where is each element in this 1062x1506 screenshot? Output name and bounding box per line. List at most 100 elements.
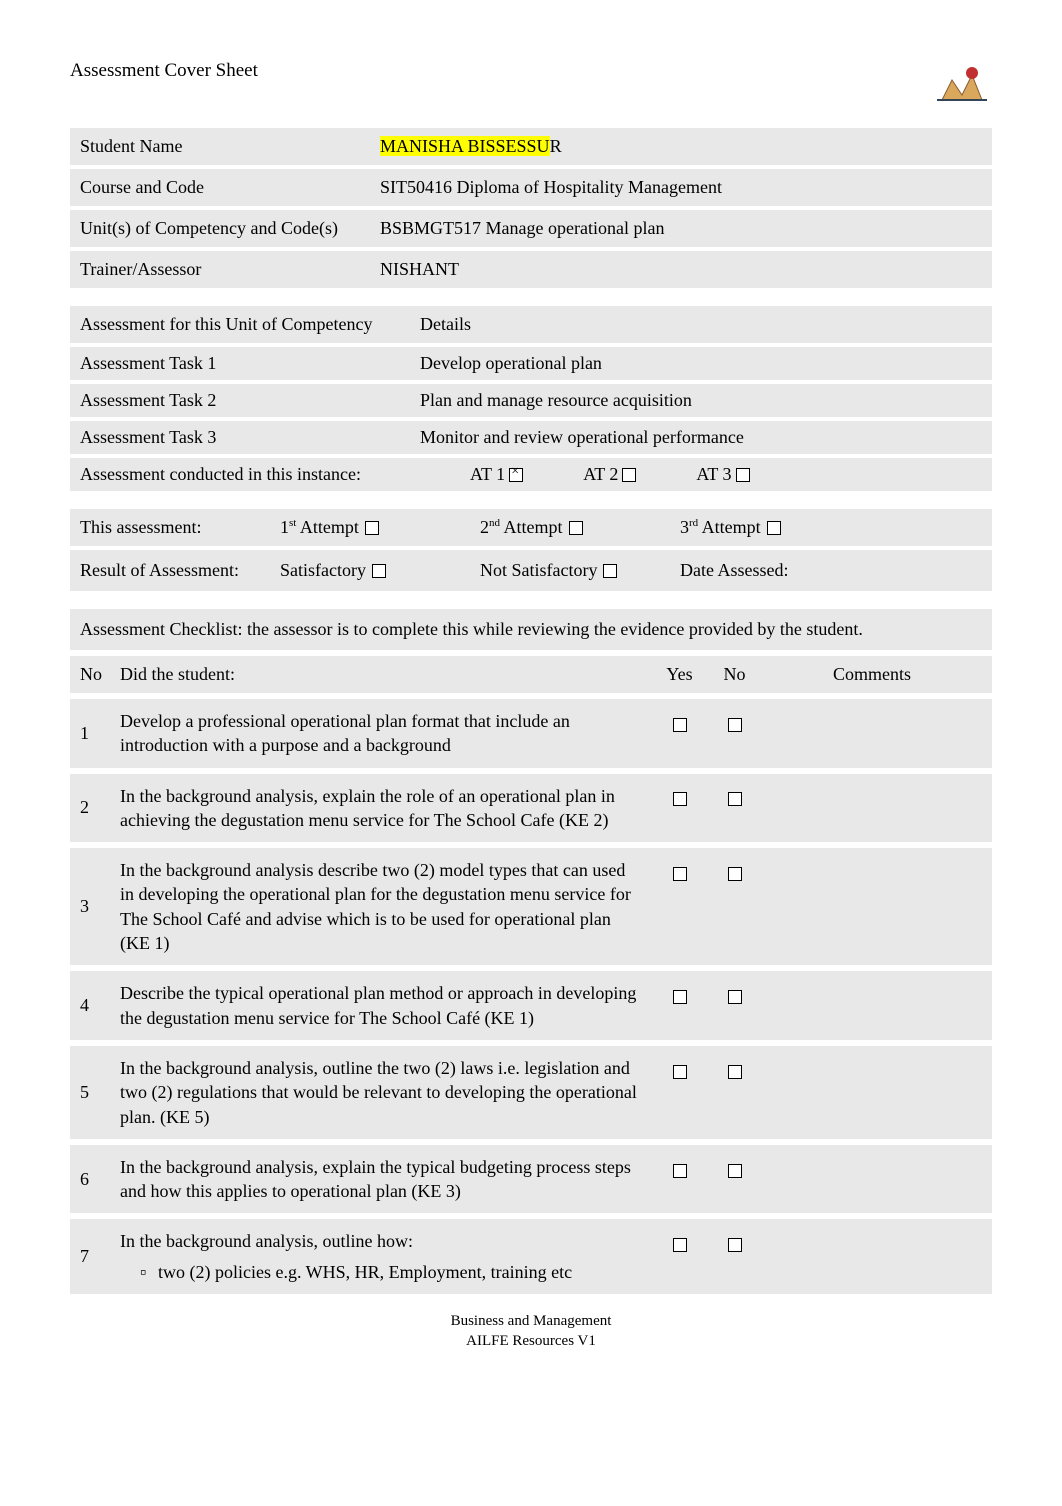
checklist-yes-checkbox[interactable]	[673, 990, 687, 1004]
checklist-row: 1 Develop a professional operational pla…	[70, 699, 992, 768]
trainer-row: Trainer/Assessor NISHANT	[70, 251, 992, 288]
instance-option-3-label: AT 3	[696, 464, 731, 485]
date-assessed-label: Date Assessed:	[680, 560, 982, 581]
bullet-icon: ▫	[140, 1260, 158, 1284]
checklist-header-comments: Comments	[762, 664, 982, 685]
instance-option-3-checkbox[interactable]	[736, 468, 750, 482]
task-label: Assessment Task 3	[80, 427, 420, 448]
student-name-row: Student Name MANISHA BISSESSUR	[70, 128, 992, 165]
instance-option-2-label: AT 2	[583, 464, 618, 485]
checklist-header-yes: Yes	[652, 664, 707, 685]
checklist-no-checkbox[interactable]	[728, 792, 742, 806]
checklist-no-checkbox[interactable]	[728, 1238, 742, 1252]
checklist-row: 4 Describe the typical operational plan …	[70, 971, 992, 1040]
task-details: Develop operational plan	[420, 353, 982, 374]
trainer-value: NISHANT	[380, 259, 982, 280]
checklist-item-question: In the background analysis, explain the …	[120, 1155, 652, 1204]
unit-value: BSBMGT517 Manage operational plan	[380, 218, 982, 239]
page-footer: Business and Management AILFE Resources …	[70, 1312, 992, 1351]
checklist-no-checkbox[interactable]	[728, 990, 742, 1004]
page-title: Assessment Cover Sheet	[70, 60, 258, 82]
checklist-item-number: 5	[80, 1056, 120, 1129]
checklist-yes-checkbox[interactable]	[673, 1065, 687, 1079]
attempt-1-text: 1st Attempt	[280, 517, 359, 538]
checklist-item-question: In the background analysis, outline how:…	[120, 1229, 652, 1284]
footer-line-1: Business and Management	[70, 1312, 992, 1332]
attempt-option-2: 2nd Attempt	[480, 517, 680, 538]
satisfactory-label: Satisfactory	[280, 560, 366, 581]
attempt-option-1: 1st Attempt	[280, 517, 480, 538]
checklist-yes-checkbox[interactable]	[673, 867, 687, 881]
unit-label: Unit(s) of Competency and Code(s)	[80, 218, 380, 239]
checklist-item-number: 1	[80, 709, 120, 758]
instance-option-3: AT 3	[696, 464, 749, 485]
checklist-no-checkbox[interactable]	[728, 718, 742, 732]
checklist-yes-checkbox[interactable]	[673, 1164, 687, 1178]
checklist-no-checkbox[interactable]	[728, 867, 742, 881]
footer-line-2: AILFE Resources V1	[70, 1332, 992, 1352]
student-name-value: MANISHA BISSESSUR	[380, 136, 982, 157]
task-row: Assessment Task 1 Develop operational pl…	[70, 347, 992, 380]
checklist-row: 6 In the background analysis, explain th…	[70, 1145, 992, 1214]
student-name-label: Student Name	[80, 136, 380, 157]
not-satisfactory-label: Not Satisfactory	[480, 560, 597, 581]
instance-row: Assessment conducted in this instance: A…	[70, 458, 992, 491]
checklist-header: No Did the student: Yes No Comments	[70, 656, 992, 693]
course-label: Course and Code	[80, 177, 380, 198]
course-row: Course and Code SIT50416 Diploma of Hosp…	[70, 169, 992, 206]
checklist-row: 7 In the background analysis, outline ho…	[70, 1219, 992, 1294]
instance-option-1: AT 1	[470, 464, 523, 485]
task-details: Monitor and review operational performan…	[420, 427, 982, 448]
attempt-3-checkbox[interactable]	[767, 521, 781, 535]
checklist-no-checkbox[interactable]	[728, 1164, 742, 1178]
attempt-1-checkbox[interactable]	[365, 521, 379, 535]
assessment-tasks-section: Assessment for this Unit of Competency D…	[70, 306, 992, 491]
result-not-satisfactory: Not Satisfactory	[480, 560, 680, 581]
result-satisfactory: Satisfactory	[280, 560, 480, 581]
checklist-section: Assessment Checklist: the assessor is to…	[70, 609, 992, 1294]
assessment-header-right: Details	[420, 314, 982, 335]
assessment-tasks-header: Assessment for this Unit of Competency D…	[70, 306, 992, 343]
task-row: Assessment Task 2 Plan and manage resour…	[70, 384, 992, 417]
attempt-2-checkbox[interactable]	[569, 521, 583, 535]
checklist-yes-checkbox[interactable]	[673, 718, 687, 732]
task-details: Plan and manage resource acquisition	[420, 390, 982, 411]
checklist-item-number: 6	[80, 1155, 120, 1204]
attempt-2-text: 2nd Attempt	[480, 517, 563, 538]
course-value: SIT50416 Diploma of Hospitality Manageme…	[380, 177, 982, 198]
instance-option-1-checkbox[interactable]	[509, 468, 523, 482]
checklist-row: 3 In the background analysis describe tw…	[70, 848, 992, 965]
checklist-item-number: 3	[80, 858, 120, 955]
checklist-row: 5 In the background analysis, outline th…	[70, 1046, 992, 1139]
checklist-header-no2: No	[707, 664, 762, 685]
checklist-item-question: In the background analysis, outline the …	[120, 1056, 652, 1129]
not-satisfactory-checkbox[interactable]	[603, 564, 617, 578]
attempt-3-text: 3rd Attempt	[680, 517, 761, 538]
checklist-item-question: In the background analysis describe two …	[120, 858, 652, 955]
date-assessed: Date Assessed:	[680, 560, 982, 581]
checklist-yes-checkbox[interactable]	[673, 792, 687, 806]
checklist-header-question: Did the student:	[120, 664, 652, 685]
checklist-yes-checkbox[interactable]	[673, 1238, 687, 1252]
result-row: Result of Assessment: Satisfactory Not S…	[70, 550, 992, 591]
instance-option-2: AT 2	[583, 464, 636, 485]
checklist-no-checkbox[interactable]	[728, 1065, 742, 1079]
task-label: Assessment Task 2	[80, 390, 420, 411]
checklist-item7-bullet: ▫two (2) policies e.g. WHS, HR, Employme…	[120, 1260, 642, 1284]
task-row: Assessment Task 3 Monitor and review ope…	[70, 421, 992, 454]
checklist-item-number: 2	[80, 784, 120, 833]
instance-option-1-label: AT 1	[470, 464, 505, 485]
attempt-result-section: This assessment: 1st Attempt 2nd Attempt…	[70, 509, 992, 591]
checklist-item7-line1: In the background analysis, outline how:	[120, 1229, 642, 1253]
page-header: Assessment Cover Sheet	[70, 60, 992, 108]
student-info-section: Student Name MANISHA BISSESSUR Course an…	[70, 128, 992, 288]
instance-label: Assessment conducted in this instance:	[80, 464, 410, 485]
satisfactory-checkbox[interactable]	[372, 564, 386, 578]
unit-row: Unit(s) of Competency and Code(s) BSBMGT…	[70, 210, 992, 247]
attempt-row: This assessment: 1st Attempt 2nd Attempt…	[70, 509, 992, 546]
checklist-item-number: 4	[80, 981, 120, 1030]
instance-option-2-checkbox[interactable]	[622, 468, 636, 482]
attempt-option-3: 3rd Attempt	[680, 517, 982, 538]
checklist-row: 2 In the background analysis, explain th…	[70, 774, 992, 843]
student-name-highlight: MANISHA BISSESSU	[380, 136, 550, 156]
